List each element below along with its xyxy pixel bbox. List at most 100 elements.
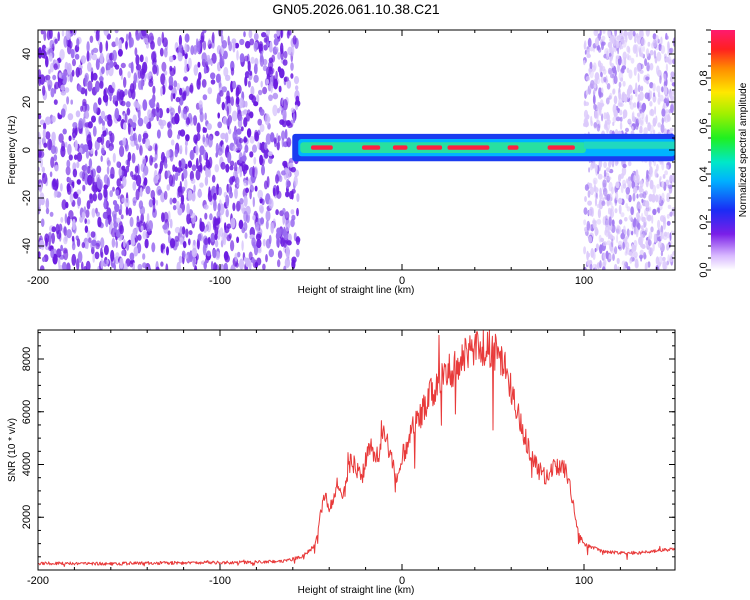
noise-cell xyxy=(623,225,626,234)
noise-cell xyxy=(226,105,229,117)
noise-cell xyxy=(66,159,71,169)
noise-cell xyxy=(209,59,213,65)
noise-cell xyxy=(632,30,636,37)
noise-cell xyxy=(605,111,610,120)
noise-cell xyxy=(618,204,622,215)
noise-cell xyxy=(268,157,273,164)
noise-cell xyxy=(73,154,78,160)
noise-cell xyxy=(206,54,211,61)
noise-cell xyxy=(589,263,593,270)
noise-cell xyxy=(223,251,229,261)
noise-cell xyxy=(150,102,156,109)
noise-cell xyxy=(114,203,120,213)
noise-cell xyxy=(193,64,199,76)
noise-cell xyxy=(596,123,601,132)
noise-cell xyxy=(179,145,183,154)
noise-cell xyxy=(260,158,265,166)
noise-cell xyxy=(132,114,137,123)
band-core xyxy=(547,145,575,150)
noise-cell xyxy=(656,85,661,93)
noise-cell xyxy=(244,144,249,153)
noise-cell xyxy=(608,216,612,226)
noise-cell xyxy=(234,252,238,262)
noise-cell xyxy=(69,193,74,203)
noise-cell xyxy=(590,115,593,124)
noise-cell xyxy=(637,84,641,93)
noise-cell xyxy=(628,69,633,79)
noise-cell xyxy=(216,210,221,219)
colorbar-gradient xyxy=(711,30,735,270)
noise-cell xyxy=(284,129,288,140)
colorbar-label: Normalized spectral amplitude xyxy=(738,82,749,217)
noise-cell xyxy=(53,191,57,198)
noise-cell xyxy=(207,135,213,148)
noise-cell xyxy=(614,246,618,255)
noise-cell xyxy=(630,57,635,64)
noise-cell xyxy=(166,150,170,159)
noise-cell xyxy=(253,166,258,178)
noise-cell xyxy=(60,84,65,91)
noise-cell xyxy=(110,249,115,262)
noise-cell xyxy=(646,62,650,72)
noise-cell xyxy=(132,132,137,141)
spectrogram-ytick-label: -20 xyxy=(21,190,33,206)
noise-cell xyxy=(652,94,657,103)
noise-cell xyxy=(244,55,249,62)
noise-cell xyxy=(653,92,656,97)
noise-cell xyxy=(654,168,658,178)
noise-cell xyxy=(183,90,187,97)
noise-cell xyxy=(179,129,186,137)
noise-cell xyxy=(276,30,280,37)
noise-cell xyxy=(615,116,621,122)
noise-cell xyxy=(121,197,126,203)
noise-cell xyxy=(79,171,85,179)
noise-cell xyxy=(166,184,171,191)
noise-cell xyxy=(639,125,643,132)
noise-cell xyxy=(43,30,47,41)
noise-cell xyxy=(97,97,102,106)
noise-cell xyxy=(182,108,188,120)
noise-cell xyxy=(595,243,600,251)
noise-cell xyxy=(160,192,166,203)
noise-cell xyxy=(589,186,595,196)
noise-cell xyxy=(165,263,169,270)
noise-cell xyxy=(119,224,124,235)
noise-cell xyxy=(142,230,148,240)
noise-cell xyxy=(626,266,631,270)
noise-cell xyxy=(218,186,222,196)
noise-cell xyxy=(175,96,181,103)
noise-cell xyxy=(217,147,223,156)
noise-cell xyxy=(197,233,202,241)
noise-cell xyxy=(268,234,272,245)
noise-cell xyxy=(272,92,279,100)
noise-cell xyxy=(605,215,608,221)
noise-cell xyxy=(246,128,252,138)
noise-cell xyxy=(137,263,143,270)
noise-cell xyxy=(622,80,626,87)
noise-cell xyxy=(630,206,634,216)
noise-cell xyxy=(74,53,80,60)
noise-cell xyxy=(617,240,623,248)
noise-cell xyxy=(66,262,71,270)
noise-cell xyxy=(116,178,121,188)
noise-cell xyxy=(264,142,268,151)
noise-cell xyxy=(584,226,588,233)
noise-cell xyxy=(129,260,134,268)
noise-cell xyxy=(598,159,603,169)
noise-cell xyxy=(669,254,674,263)
noise-cell xyxy=(232,130,238,142)
noise-cell xyxy=(256,94,260,104)
noise-cell xyxy=(115,240,118,249)
noise-cell xyxy=(51,131,56,143)
noise-cell xyxy=(619,41,622,50)
noise-cell xyxy=(615,56,618,65)
noise-cell xyxy=(132,228,137,239)
noise-cell xyxy=(237,251,241,258)
noise-cell xyxy=(650,108,655,117)
noise-cell xyxy=(214,164,220,173)
noise-cell xyxy=(219,90,224,97)
noise-cell xyxy=(148,99,152,106)
noise-cell xyxy=(586,220,591,231)
noise-cell xyxy=(230,96,234,107)
noise-cell xyxy=(64,213,68,224)
